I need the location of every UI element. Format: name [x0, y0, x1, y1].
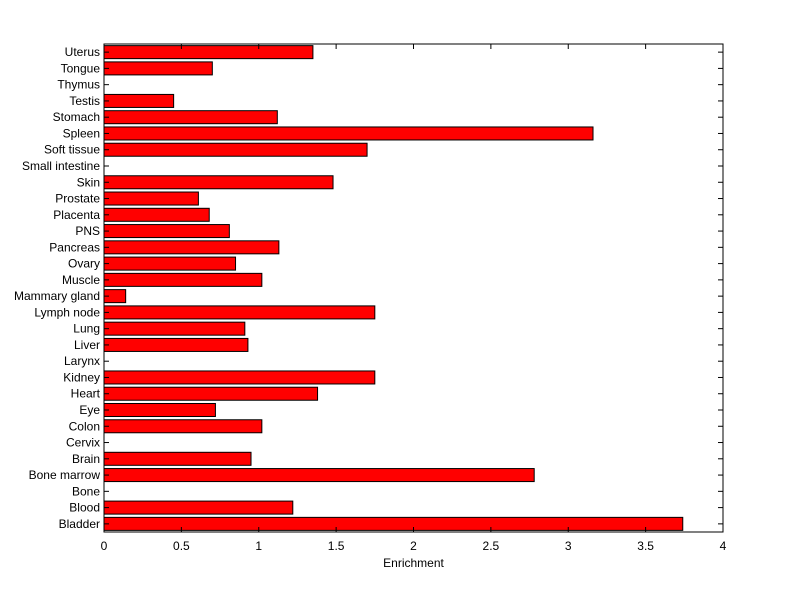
y-tick-label: Kidney: [63, 370, 100, 384]
x-tick-label: 2.5: [483, 539, 500, 553]
y-tick-label: Placenta: [53, 208, 100, 222]
y-tick-label: Larynx: [64, 354, 100, 368]
x-tick-label: 0: [101, 539, 108, 553]
bar-lymph-node: [103, 305, 376, 320]
x-tick-label: 3: [565, 539, 572, 553]
bar-soft-tissue: [103, 142, 368, 157]
y-tick-label: Thymus: [57, 78, 100, 92]
y-tick-label: Uterus: [65, 45, 100, 59]
y-tick-label: Testis: [69, 94, 100, 108]
x-tick-label: 3.5: [637, 539, 654, 553]
x-tick-label: 2: [410, 539, 417, 553]
bar-skin: [103, 175, 334, 190]
bars-layer: [103, 45, 684, 531]
y-tick-label: Skin: [77, 175, 100, 189]
bar-brain: [103, 451, 252, 466]
y-tick-label: Colon: [69, 419, 100, 433]
bar-blood: [103, 500, 294, 515]
bar-placenta: [103, 207, 210, 222]
bar-pns: [103, 224, 230, 239]
x-tick-label: 1.5: [328, 539, 345, 553]
bar-kidney: [103, 370, 376, 385]
x-tick-label: 0.5: [173, 539, 190, 553]
bar-bladder: [103, 516, 684, 531]
bar-stomach: [103, 110, 278, 125]
y-tick-label: Stomach: [53, 110, 100, 124]
bar-heart: [103, 386, 319, 401]
x-tick-label: 1: [255, 539, 262, 553]
bar-colon: [103, 419, 263, 434]
y-tick-label: Lymph node: [34, 305, 100, 319]
bar-lung: [103, 321, 246, 336]
y-tick-label: Bone marrow: [29, 468, 101, 482]
y-tick-label: Eye: [79, 403, 100, 417]
y-tick-label: Ovary: [68, 257, 100, 271]
bar-ovary: [103, 256, 237, 271]
y-tick-label: Prostate: [55, 192, 100, 206]
y-tick-label: Liver: [74, 338, 100, 352]
y-tick-label: Cervix: [66, 436, 100, 450]
bar-testis: [103, 93, 175, 108]
y-tick-labels: Bladder Blood Bone Bone marrow Brain Cervix Co…: [14, 45, 101, 531]
y-tick-label: Brain: [72, 452, 100, 466]
y-tick-label: Blood: [69, 501, 100, 515]
bar-spleen: [103, 126, 594, 141]
bar-liver: [103, 337, 249, 352]
y-tick-label: Pancreas: [49, 240, 100, 254]
y-tick-label: Small intestine: [22, 159, 100, 173]
y-tick-label: Mammary gland: [14, 289, 100, 303]
x-tick-labels: 0 0.5 1 1.5 2 2.5 3 3.5 4: [101, 539, 727, 553]
y-tick-label: Spleen: [63, 126, 100, 140]
y-tick-label: Soft tissue: [44, 143, 100, 157]
bar-pancreas: [103, 240, 280, 255]
bar-tongue: [103, 61, 213, 76]
ticks-layer: [103, 44, 724, 532]
y-tick-label: Bladder: [59, 517, 100, 531]
bar-bone-marrow: [103, 468, 535, 483]
bar-muscle: [103, 272, 263, 287]
x-axis-label: Enrichment: [383, 556, 444, 570]
y-tick-label: Tongue: [61, 61, 101, 75]
y-tick-label: Lung: [73, 322, 100, 336]
y-tick-label: Muscle: [62, 273, 100, 287]
bar-uterus: [103, 45, 314, 60]
bar-eye: [103, 402, 216, 418]
y-tick-label: Bone: [72, 484, 100, 498]
x-tick-label: 4: [720, 539, 727, 553]
y-tick-label: PNS: [75, 224, 100, 238]
y-tick-label: Heart: [71, 387, 101, 401]
bar-prostate: [103, 191, 199, 206]
